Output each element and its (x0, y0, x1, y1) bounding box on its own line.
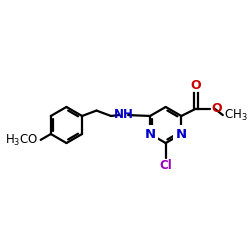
Text: O: O (190, 78, 201, 92)
Text: CH$_3$: CH$_3$ (224, 108, 248, 122)
Text: NH: NH (114, 108, 134, 121)
Text: O: O (211, 102, 222, 115)
Text: H$_3$CO: H$_3$CO (5, 133, 38, 148)
Text: N: N (144, 128, 156, 140)
Text: N: N (176, 128, 187, 140)
Text: Cl: Cl (159, 159, 172, 172)
